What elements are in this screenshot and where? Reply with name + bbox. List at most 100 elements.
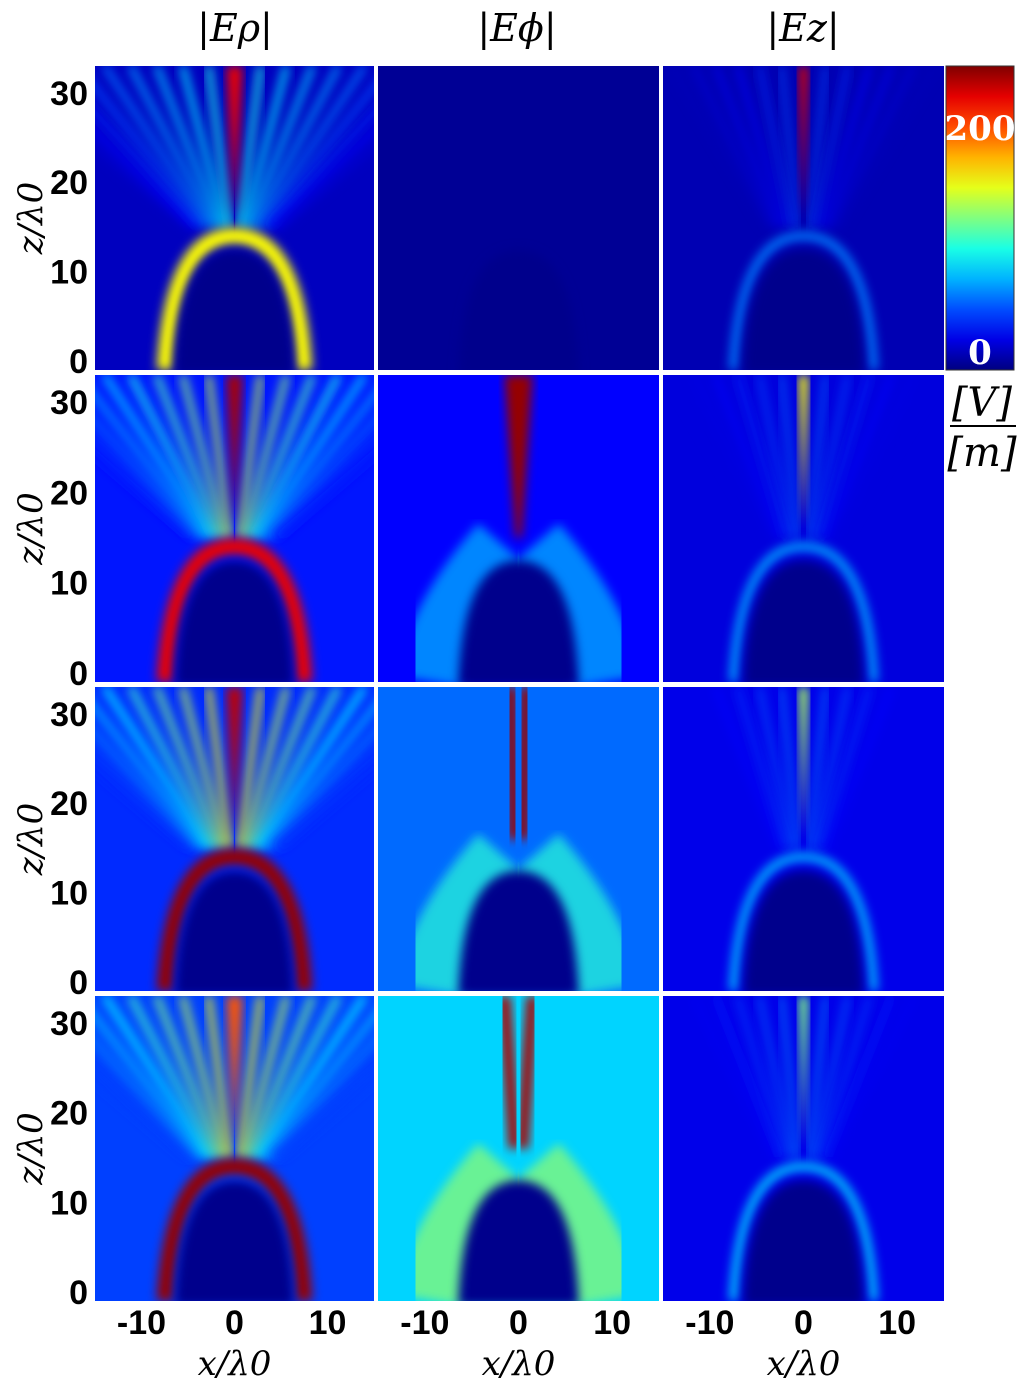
fan-streak [266,416,374,540]
fan-streak [807,375,828,538]
y-axis-label: z/λ0 [11,182,51,256]
fan-streak [272,747,374,851]
fan-streak [95,1072,192,1161]
panel-e-rho-row-4 [95,996,374,1301]
fan-streak [246,375,316,539]
focal-beam [226,66,243,218]
x-tick-label: 10 [309,1304,347,1342]
fan-streak [251,66,342,229]
dome-arc [156,227,313,370]
fan-streak [831,66,916,229]
column-title-e-z: |Ez| [766,6,840,50]
fan-streak [95,1011,208,1160]
dark-dome [174,1180,295,1301]
x-axis-label: x/λ0 [198,1344,272,1384]
panel-e-phi-row-3 [378,687,659,991]
x-tick-label: -10 [400,1304,449,1342]
fan-streak [757,687,794,849]
dark-dome [458,560,579,682]
fan-streak [825,996,894,1159]
fan-streak [779,375,800,538]
focal-beam [798,375,809,529]
panel-e-phi-row-2 [378,375,659,682]
fan-streak [277,762,374,851]
fan-streak [277,1072,374,1161]
y-tick-label: 0 [69,343,88,381]
column-title-e-phi: |Eϕ| [477,6,557,50]
fan-streak [261,702,374,851]
fan-streak [691,996,776,1159]
focal-beam [226,687,243,839]
dome-arc [156,538,313,682]
dark-dome [743,870,864,991]
fan-streak [779,996,800,1158]
y-tick-label: 30 [50,75,88,113]
fan-streak [266,107,374,230]
y-tick-label: 20 [50,785,88,823]
fan-streak [713,66,782,228]
fan-streak [735,996,788,1159]
dark-dome [174,249,295,370]
fan-streak [205,687,233,849]
fan-streak [807,66,828,228]
fan-streak [813,66,850,228]
fan-streak [757,375,794,539]
x-tick-label: 10 [593,1304,631,1342]
fan-streak [825,375,894,539]
fan-streak [669,996,770,1159]
fan-streak [95,1056,197,1160]
focal-beam [226,996,243,1149]
fan-streak [95,390,208,540]
fan-streak [236,375,264,538]
side-lobe [505,523,641,682]
x-tick-label: 10 [878,1304,916,1342]
panel-e-rho-row-3 [95,687,374,991]
fan-streak [837,687,938,850]
y-tick-label: 10 [50,1184,88,1222]
fan-streak [819,375,872,539]
y-tick-label: 0 [69,964,88,1002]
dark-dome [458,249,579,370]
fan-streak [807,687,828,849]
fan-streak [95,81,208,230]
fan-streak [831,375,916,539]
fan-streak [831,687,916,850]
panel-e-z-row-3 [663,687,944,991]
side-lobe [506,833,641,991]
fan-streak [825,687,894,849]
fan-streak [272,1056,374,1160]
panel-e-phi-row-1 [378,66,659,370]
x-tick-label: -10 [685,1304,734,1342]
y-tick-label: 10 [50,254,88,292]
panel-e-rho-row-2 [95,375,374,682]
y-tick-label: 0 [69,655,88,693]
fan-streak [277,141,374,230]
fan-streak [837,996,938,1159]
fan-streak [236,687,264,849]
fan-streak [153,687,223,850]
fan-streak [95,762,192,851]
y-axis-label: z/λ0 [11,1112,51,1186]
fan-streak [95,436,197,541]
fan-streak [241,66,290,228]
side-lobe [396,523,532,682]
dome-arc [156,848,313,991]
fan-streak [266,1037,374,1160]
panel-e-phi-row-4 [378,996,659,1301]
fan-streak [256,66,368,229]
fan-streak [691,375,776,539]
dark-dome [458,1180,579,1301]
fan-streak [837,66,938,229]
fan-streak [256,375,368,540]
fan-streak [241,996,290,1159]
fan-streak [825,66,894,228]
fan-streak [831,996,916,1159]
panel-e-z-row-1 [663,66,944,370]
dark-dome [174,560,295,682]
fan-streak [153,66,223,229]
y-tick-label: 30 [50,384,88,422]
dark-dome [743,560,864,682]
fan-streak [256,996,368,1160]
